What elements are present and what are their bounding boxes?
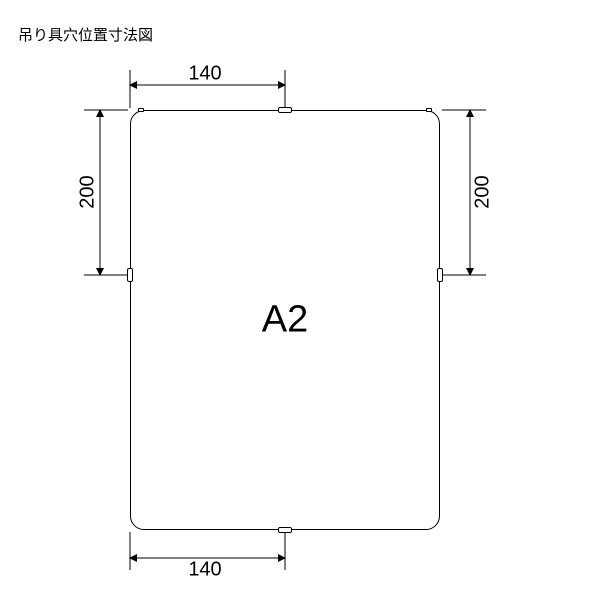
dim-bottom-label: 140	[188, 559, 221, 582]
dim-left-label: 200	[77, 175, 100, 208]
dim-top-label: 140	[188, 63, 221, 86]
dimension-lines	[0, 0, 600, 600]
dim-right-label: 200	[472, 175, 495, 208]
